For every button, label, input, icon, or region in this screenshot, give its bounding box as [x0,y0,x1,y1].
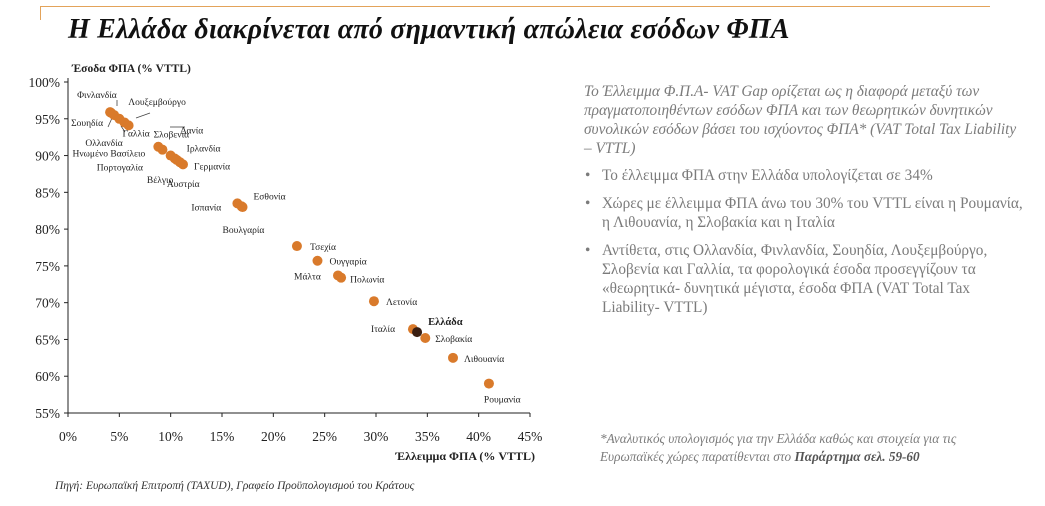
chart-axes: 55% 60% 65% 70% 75% 80% 85% 90% 95% 100% 0% 5% 10% 15… [29,63,543,463]
appendix-note-text: *Αναλυτικός υπολογισμός για την Ελλάδα κ… [600,431,957,464]
page-title: Η Ελλάδα διακρίνεται από σημαντική απώλε… [68,14,790,45]
point-label-Βουλγαρία: Βουλγαρία [223,226,265,236]
data-point-Σλοβακία [420,332,431,343]
point-label-Ουγγαρία: Ουγγαρία [329,258,366,268]
point-label-Ιταλία: Ιταλία [371,325,395,335]
top-rule-tick [40,6,41,20]
x-tick-label: 15% [210,429,235,444]
x-tick-label: 20% [261,429,286,444]
chart-point-labels: Φινλανδία Λουξεμβούργο Σουηδία ΟλλανδίαΓαλλ… [71,91,520,405]
y-tick-label: 85% [35,185,60,200]
y-tick-label: 90% [35,149,60,164]
point-label-Βέλγιο: Βέλγιο [147,176,174,186]
data-point-Ηνωμένο Βασίλειο [157,144,168,155]
data-point-Σουηδία [106,107,117,118]
x-tick-label: 45% [518,429,543,444]
bullet-icon: • [585,242,591,259]
source-note: Πηγή: Ευρωπαϊκή Επιτροπή (TAXUD), Γραφεί… [55,480,415,492]
y-tick-label: 55% [35,406,60,421]
data-point-Ρουμανία [483,378,494,389]
point-label-Ισπανία: Ισπανία [191,203,221,213]
point-label-Αυστρία: Αυστρία [167,180,200,190]
point-label-Ιρλανδία: Ιρλανδία [187,145,221,155]
y-tick-label: 60% [35,369,60,384]
data-point-Αυστρία [171,154,182,165]
bullet-text: Χώρες με έλλειμμα ΦΠΑ άνω του 30% του VT… [602,195,1023,231]
y-tick-label: 75% [35,259,60,274]
x-tick-label: 25% [312,429,337,444]
point-label-Λουξεμβούργο: Λουξεμβούργο [128,98,186,108]
point-label-Γαλλία: Γαλλία [122,129,149,139]
side-panel: Το Έλλειμμα Φ.Π.Α- VAT Gap ορίζεται ως η… [584,82,1024,326]
point-label-Λετονία: Λετονία [386,298,417,308]
point-label-Λιθουανία: Λιθουανία [464,355,504,365]
point-label-Σλοβακία: Σλοβακία [435,335,472,345]
label-leader-line [107,117,113,128]
point-label-Ηνωμένο Βασίλειο: Ηνωμένο Βασίλειο [72,150,145,160]
vat-gap-definition: Το Έλλειμμα Φ.Π.Α- VAT Gap ορίζεται ως η… [584,83,1017,157]
appendix-reference: Παράρτημα σελ. 59-60 [794,449,920,464]
x-tick-label: 30% [364,429,389,444]
bullet-item: • Το έλλειμμα ΦΠΑ στην Ελλάδα υπολογίζετα… [584,166,1024,185]
label-leader-line [120,125,126,133]
data-point-Πολωνία [336,272,347,283]
point-label-Πολωνία: Πολωνία [350,276,384,286]
point-label-Μάλτα: Μάλτα [294,272,321,282]
top-rule [40,6,990,7]
y-tick-label: 70% [35,296,60,311]
data-point-Λιθουανία [448,352,458,363]
point-label-Δανία: Δανία [180,127,203,137]
bullet-icon: • [585,195,591,212]
point-label-Ολλανδία: Ολλανδία [85,139,122,149]
point-label-Φινλανδία: Φινλανδία [77,91,117,101]
x-tick-label: 35% [415,429,440,444]
y-axis-title: Έσοδα ΦΠΑ (% VTTL) [71,63,191,75]
bullet-icon: • [585,167,591,184]
y-tick-label: 65% [35,332,60,347]
bullet-text: Αντίθετα, στις Ολλανδία, Φινλανδία, Σουη… [602,242,988,316]
y-tick-label: 95% [35,112,60,127]
x-tick-label: 10% [158,429,183,444]
chart-points [105,107,494,389]
bullet-text: Το έλλειμμα ΦΠΑ στην Ελλάδα υπολογίζεται… [602,167,933,184]
point-label-Πορτογαλία: Πορτογαλία [97,163,143,173]
data-point-Βουλγαρία [237,202,248,213]
y-tick-label: 100% [29,75,61,90]
data-point-Ελλάδα [412,327,423,338]
point-label-Ελλάδα: Ελλάδα [428,317,463,328]
point-label-Γερμανία: Γερμανία [194,162,230,172]
data-point-Λετονία [368,296,379,307]
point-label-Σλοβενία: Σλοβενία [154,130,190,140]
bullet-item: • Χώρες με έλλειμμα ΦΠΑ άνω του 30% του V… [584,194,1024,232]
x-tick-label: 5% [110,429,128,444]
point-label-Σουηδία: Σουηδία [71,119,103,129]
point-label-Τσεχία: Τσεχία [310,243,336,253]
point-label-Ρουμανία: Ρουμανία [484,396,521,406]
y-tick-label: 80% [35,222,60,237]
data-point-Ουγγαρία [312,255,323,266]
bullet-list: • Το έλλειμμα ΦΠΑ στην Ελλάδα υπολογίζετα… [584,166,1024,317]
bullet-item: • Αντίθετα, στις Ολλανδία, Φινλανδία, Σου… [584,241,1024,317]
data-point-Σλοβενία [123,120,134,131]
x-tick-label: 0% [59,429,77,444]
appendix-note: *Αναλυτικός υπολογισμός για την Ελλάδα κ… [600,430,1010,466]
label-leader-line [135,112,151,119]
x-tick-label: 40% [466,429,491,444]
x-axis-title: Έλλειμμα ΦΠΑ (% VTTL) [395,449,535,463]
point-label-Εσθονία: Εσθονία [254,192,286,202]
data-point-Τσεχία [291,241,302,252]
